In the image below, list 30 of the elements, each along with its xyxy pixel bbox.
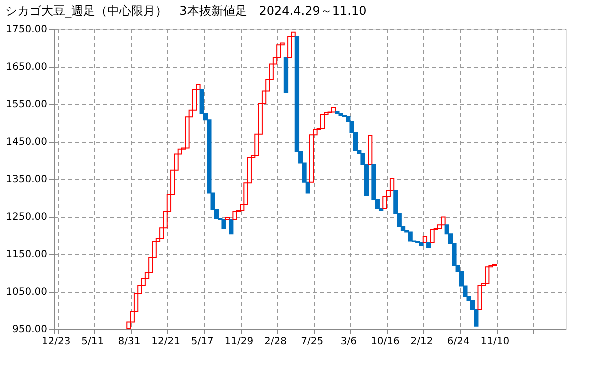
candlestick xyxy=(485,266,490,284)
x-tick-label: 2/12 xyxy=(410,336,434,348)
x-tick-label: 11/10 xyxy=(480,336,510,348)
y-tick-label: 1550.00 xyxy=(6,100,48,110)
y-tick-label: 1250.00 xyxy=(6,212,48,223)
x-tick-label: 10/16 xyxy=(371,336,400,348)
x-tick-label: 6/24 xyxy=(447,336,470,348)
x-tick-label: 3/6 xyxy=(340,336,357,348)
y-tick-label: 1350.00 xyxy=(6,174,48,186)
x-tick-label: 12/21 xyxy=(152,336,180,348)
y-tick-label: 1450.00 xyxy=(6,137,48,148)
x-tick-label: 11/29 xyxy=(224,336,254,348)
candlestick xyxy=(229,219,234,235)
candlestick xyxy=(430,230,435,244)
x-tick-label: 8/31 xyxy=(118,336,141,348)
y-tick-label: 1650.00 xyxy=(6,62,48,73)
x-tick-label: 12/23 xyxy=(42,336,71,348)
candlestick xyxy=(320,114,326,130)
y-tick-label: 950.00 xyxy=(12,324,48,336)
chart-title: シカゴ大豆_週足（中心限月） 3本抜新値足 2024.4.29～11.10 xyxy=(6,4,367,18)
x-tick-label: 2/28 xyxy=(264,336,287,348)
x-tick-label: 5/11 xyxy=(82,336,104,348)
x-tick-label: 5/17 xyxy=(191,336,214,348)
x-tick-label: 7/25 xyxy=(301,336,324,348)
y-tick-label: 1750.00 xyxy=(6,24,48,36)
candlestick xyxy=(222,219,226,230)
y-tick-label: 1050.00 xyxy=(6,287,48,298)
y-tick-label: 1150.00 xyxy=(6,250,48,260)
candlestick xyxy=(478,285,482,310)
candlestick xyxy=(288,36,292,58)
